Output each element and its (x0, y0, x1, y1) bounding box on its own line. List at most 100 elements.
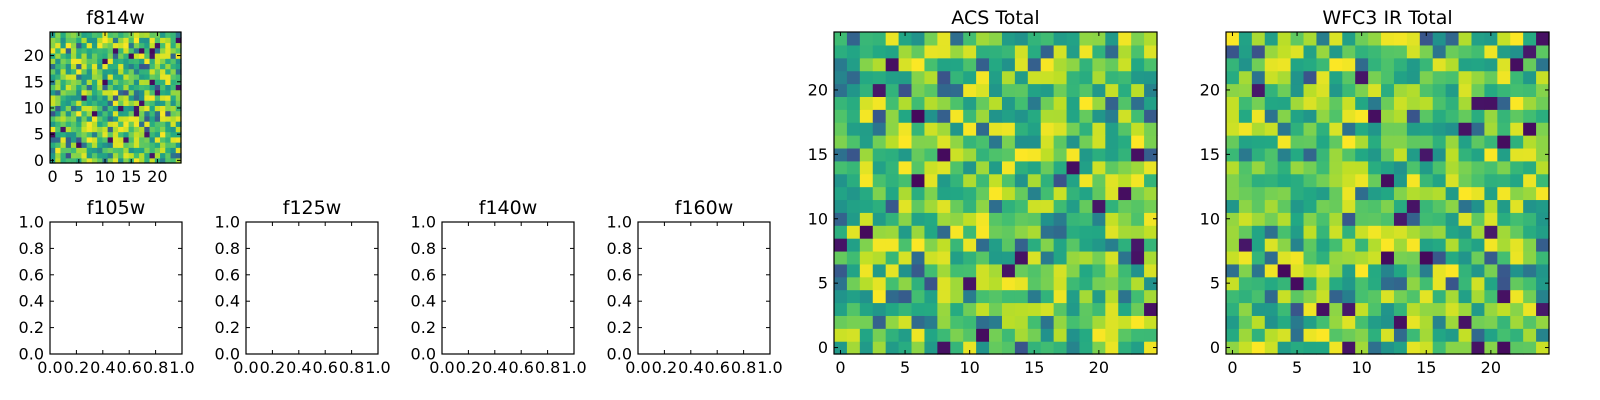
heatmap-cell (65, 58, 72, 65)
heatmap-cell (1381, 122, 1395, 136)
heatmap-cell (924, 263, 938, 278)
heatmap-cell (65, 115, 72, 122)
heatmap-cell (50, 126, 56, 133)
heatmap-cell (1053, 186, 1068, 201)
heatmap-cell (160, 142, 166, 148)
heatmap-cell (1510, 173, 1524, 188)
heatmap-cell (1355, 44, 1369, 59)
heatmap-cell (165, 105, 172, 112)
heatmap-cell (872, 135, 887, 149)
heatmap-cell (112, 89, 119, 96)
heatmap-cell (165, 63, 172, 70)
heatmap-cell (1536, 225, 1550, 239)
heatmap-cell (1393, 96, 1408, 110)
heatmap-cell (1497, 160, 1511, 175)
axes-frame (49, 31, 182, 164)
heatmap-cell (1092, 276, 1106, 291)
heatmap-cell (1497, 225, 1511, 239)
heatmap-cell (97, 126, 103, 133)
heatmap-cell (1053, 250, 1068, 265)
heatmap-cell (107, 79, 114, 85)
heatmap-cell (133, 121, 140, 127)
y-tick-label: 0.8 (215, 239, 240, 258)
heatmap-cell (102, 47, 109, 54)
heatmap-cell (128, 58, 135, 65)
heatmap-cell (1027, 289, 1042, 304)
heatmap-cell (1001, 109, 1016, 123)
heatmap-cell (1053, 160, 1068, 175)
heatmap-cell (154, 131, 161, 138)
heatmap-cell (170, 115, 177, 122)
heatmap-cell (1368, 212, 1382, 226)
heatmap-cell (989, 302, 1003, 316)
heatmap-cell (924, 225, 938, 239)
heatmap-cell (1053, 57, 1068, 72)
heatmap-cell (1040, 302, 1055, 316)
heatmap-cell (81, 105, 88, 112)
heatmap-cell (1393, 212, 1408, 226)
y-tick-label: 0.8 (19, 239, 44, 258)
heatmap-cell (1368, 173, 1382, 188)
heatmap-cell (1342, 147, 1356, 162)
heatmap-cell (65, 47, 72, 54)
heatmap-cell (60, 105, 67, 112)
heatmap-cell (885, 302, 900, 316)
heatmap-cell (1445, 225, 1460, 239)
heatmap-cell (1079, 173, 1093, 188)
heatmap-cell (1118, 96, 1132, 110)
heatmap-cell (175, 110, 182, 117)
heatmap-cell (55, 84, 62, 91)
axes-frame (833, 31, 1158, 355)
heatmap-cell (1523, 302, 1537, 316)
heatmap-cell (1277, 212, 1292, 226)
heatmap-cell (1406, 315, 1421, 329)
heatmap-cell (924, 186, 938, 201)
heatmap-cell (76, 84, 83, 91)
heatmap-cell (144, 89, 151, 96)
heatmap-cell (1419, 147, 1434, 162)
heatmap-cell (170, 37, 177, 44)
heatmap-cell (1329, 109, 1343, 123)
heatmap-cell (989, 44, 1003, 59)
heatmap-cell (1510, 70, 1524, 85)
heatmap-cell (834, 173, 848, 188)
heatmap-cell (937, 70, 951, 85)
heatmap-cell (1251, 302, 1266, 316)
heatmap-cell (1040, 57, 1055, 72)
heatmap-cell (859, 96, 874, 110)
heatmap-cell (872, 70, 887, 85)
heatmap-cell (1277, 96, 1292, 110)
x-tick-label: 0.2 (260, 358, 285, 377)
heatmap-cell (1027, 199, 1042, 213)
heatmap-cell (885, 109, 900, 123)
heatmap-cell (133, 79, 140, 85)
heatmap-cell (898, 32, 913, 46)
heatmap-cell (1290, 135, 1305, 149)
heatmap-cell (86, 110, 93, 117)
heatmap-cell (107, 58, 114, 65)
heatmap-cell (1445, 57, 1460, 72)
heatmap-cell (133, 147, 140, 154)
heatmap-cell (1131, 302, 1145, 316)
heatmap-cell (1014, 302, 1029, 316)
heatmap-cell (139, 152, 145, 159)
heatmap-cell (1471, 212, 1485, 226)
heatmap-cell (963, 263, 977, 278)
heatmap-cell (175, 136, 182, 143)
heatmap-cell (834, 199, 848, 213)
heatmap-cell (65, 121, 72, 127)
heatmap-cell (175, 89, 182, 96)
heatmap-cell (1471, 263, 1485, 278)
heatmap-cell (70, 105, 77, 112)
heatmap-cell (149, 37, 156, 44)
heatmap-cell (976, 44, 990, 59)
axes-frame (49, 221, 183, 355)
heatmap-cell (834, 315, 848, 329)
heatmap-cell (1523, 109, 1537, 123)
heatmap-cell (1393, 173, 1408, 188)
heatmap-cell (1118, 302, 1132, 316)
heatmap-cell (1079, 44, 1093, 59)
heatmap-cell (1131, 186, 1145, 201)
heatmap-cell (86, 52, 93, 59)
